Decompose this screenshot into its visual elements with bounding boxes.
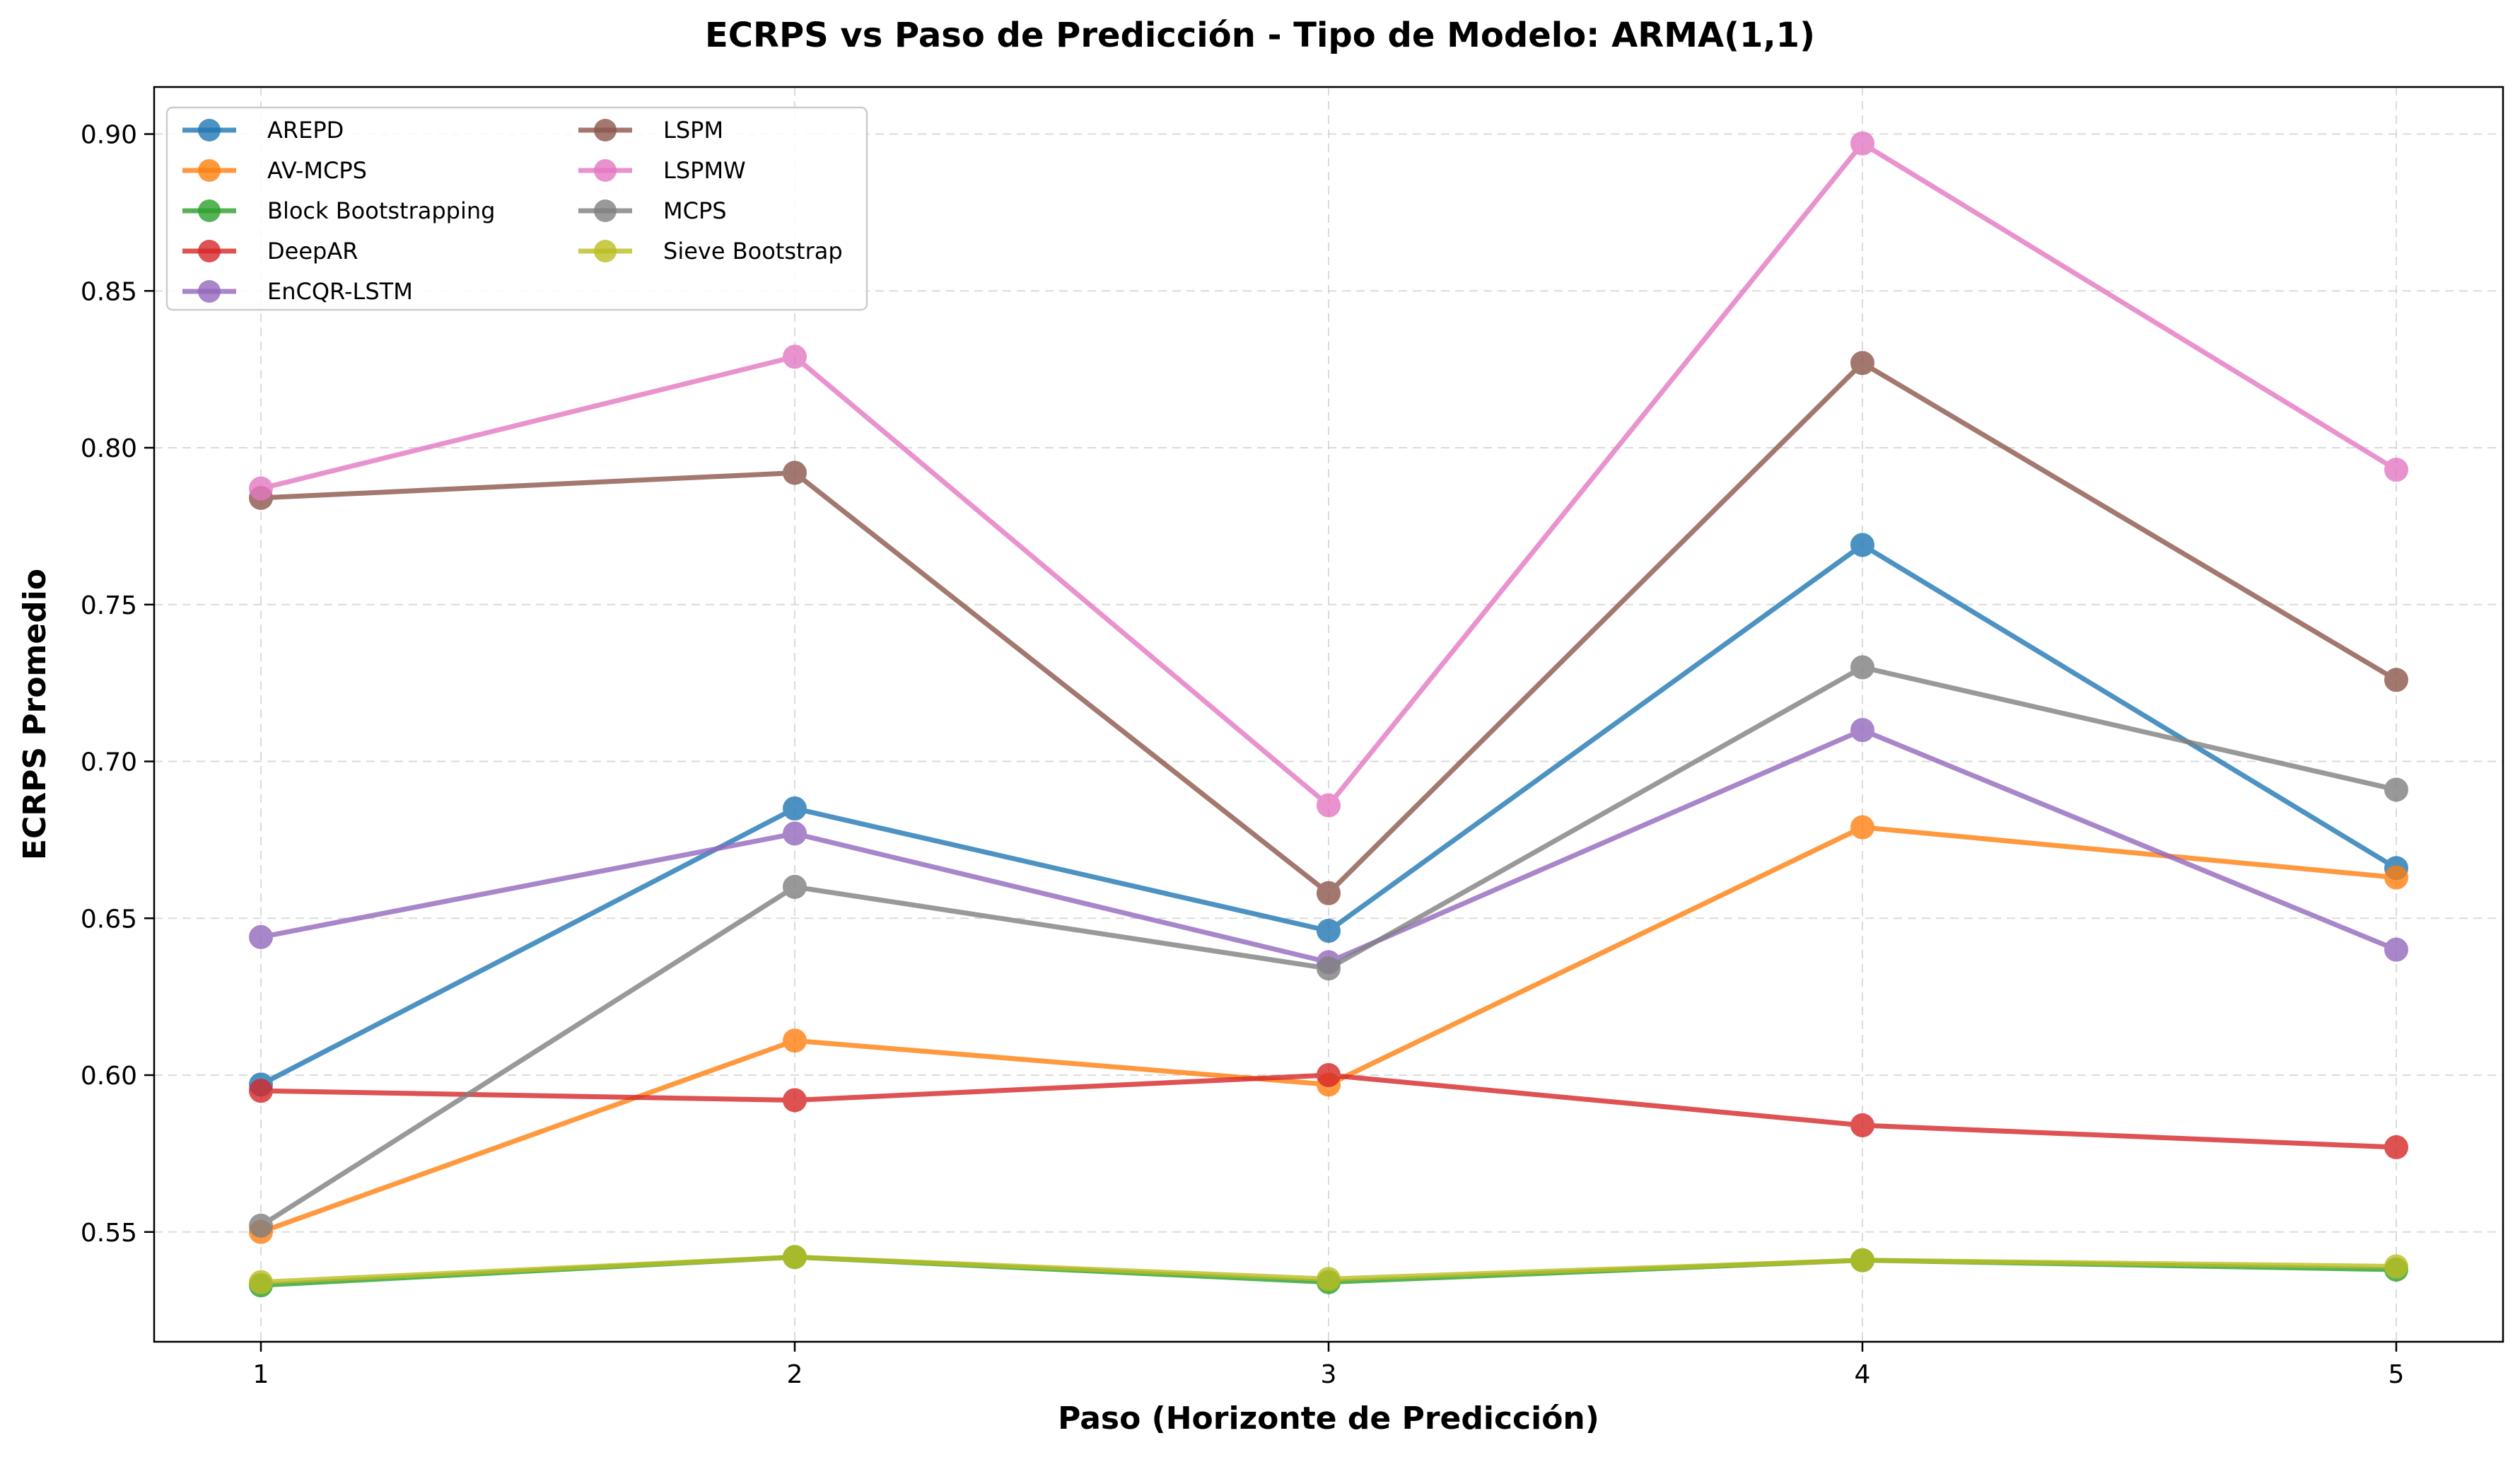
legend-swatch-marker	[594, 199, 617, 222]
x-tick-label: 3	[1321, 1360, 1337, 1389]
data-point-sieve-bootstrap	[783, 1245, 807, 1270]
legend-label: Sieve Bootstrap	[663, 238, 843, 265]
axis-ticks: 1 2 3 4 5 0.55 0.60 0.65 0.70 0.75 0.80 0.85 0.90	[81, 121, 2405, 1389]
data-point-mcps	[1317, 956, 1341, 981]
x-tick-label: 2	[787, 1360, 803, 1389]
data-point-encqr-lstm	[2384, 937, 2408, 962]
data-point-sieve-bootstrap	[2384, 1254, 2408, 1279]
legend-swatch-marker	[198, 119, 221, 141]
data-point-sieve-bootstrap	[249, 1270, 273, 1294]
x-tick-label: 1	[253, 1360, 269, 1389]
data-point-encqr-lstm	[249, 924, 273, 949]
legend-item: MCPS	[578, 197, 727, 224]
legend-swatch-marker	[198, 199, 221, 222]
y-tick-label: 0.70	[81, 748, 137, 777]
legend-item: AREPD	[182, 117, 344, 144]
data-point-arepd	[783, 796, 807, 821]
data-point-deepar	[1850, 1113, 1874, 1137]
data-point-lspmw	[1317, 793, 1341, 818]
data-point-sieve-bootstrap	[1850, 1248, 1874, 1272]
legend-item: AV-MCPS	[182, 157, 367, 184]
legend-label: Block Bootstrapping	[267, 197, 495, 224]
data-point-sieve-bootstrap	[1317, 1267, 1341, 1292]
data-point-av-mcps	[783, 1028, 807, 1053]
legend-label: LSPMW	[663, 157, 746, 184]
data-point-deepar	[2384, 1135, 2408, 1160]
legend-label: AV-MCPS	[267, 157, 367, 184]
x-tick-label: 4	[1855, 1360, 1871, 1389]
legend-swatch-marker	[198, 280, 221, 303]
y-tick-label: 0.60	[81, 1062, 137, 1091]
legend-label: DeepAR	[267, 238, 358, 265]
legend-swatch-marker	[594, 240, 617, 262]
series-deepar	[249, 1063, 2408, 1160]
legend-item: LSPM	[578, 117, 723, 144]
legend-item: LSPMW	[578, 157, 746, 184]
data-point-lspmw	[2384, 458, 2408, 482]
data-point-deepar	[783, 1088, 807, 1113]
data-point-lspm	[1850, 351, 1874, 376]
legend-item: EnCQR-LSTM	[182, 278, 413, 305]
legend-box	[165, 106, 868, 311]
chart-title: ECRPS vs Paso de Predicción - Tipo de Mo…	[705, 16, 1815, 55]
data-point-encqr-lstm	[783, 821, 807, 846]
legend-item: Sieve Bootstrap	[578, 238, 843, 265]
legend-swatch-marker	[594, 159, 617, 182]
series-mcps	[249, 655, 2408, 1238]
legend-label: MCPS	[663, 197, 727, 224]
series-sieve-bootstrap	[249, 1245, 2408, 1294]
data-point-mcps	[783, 874, 807, 899]
legend-item: Block Bootstrapping	[182, 197, 495, 224]
data-point-lspm	[783, 460, 807, 485]
legend-label: AREPD	[267, 117, 344, 144]
x-tick-label: 5	[2388, 1360, 2405, 1389]
legend-label: LSPM	[663, 117, 723, 144]
y-tick-label: 0.80	[81, 434, 137, 463]
y-tick-label: 0.90	[81, 121, 137, 150]
series-group	[249, 131, 2408, 1298]
data-point-arepd	[1850, 533, 1874, 557]
data-point-mcps	[2384, 777, 2408, 802]
data-point-arepd	[1317, 919, 1341, 944]
legend-item: DeepAR	[182, 238, 358, 265]
data-point-lspm	[2384, 668, 2408, 692]
y-tick-label: 0.55	[81, 1219, 137, 1248]
x-axis-label: Paso (Horizonte de Predicción)	[1058, 1400, 1599, 1437]
legend: AREPD AV-MCPS Block Bootstrapping DeepAR EnC…	[165, 106, 868, 311]
data-point-mcps	[249, 1213, 273, 1238]
data-point-lspm	[1317, 881, 1341, 905]
y-tick-label: 0.65	[81, 905, 137, 934]
data-point-mcps	[1850, 655, 1874, 680]
series-lspmw	[249, 131, 2408, 818]
legend-swatch-marker	[198, 159, 221, 182]
data-point-encqr-lstm	[1850, 718, 1874, 743]
data-point-deepar	[1317, 1063, 1341, 1088]
y-tick-label: 0.85	[81, 277, 137, 306]
data-point-av-mcps	[1850, 815, 1874, 840]
legend-swatch-marker	[198, 240, 221, 262]
y-axis-label: ECRPS Promedio	[17, 569, 53, 860]
data-point-deepar	[249, 1079, 273, 1103]
legend-swatch-marker	[594, 119, 617, 141]
y-tick-label: 0.75	[81, 591, 137, 620]
data-point-lspmw	[1850, 131, 1874, 156]
data-point-av-mcps	[2384, 865, 2408, 890]
legend-label: EnCQR-LSTM	[267, 278, 413, 305]
data-point-lspmw	[783, 344, 807, 369]
data-point-lspmw	[249, 476, 273, 501]
